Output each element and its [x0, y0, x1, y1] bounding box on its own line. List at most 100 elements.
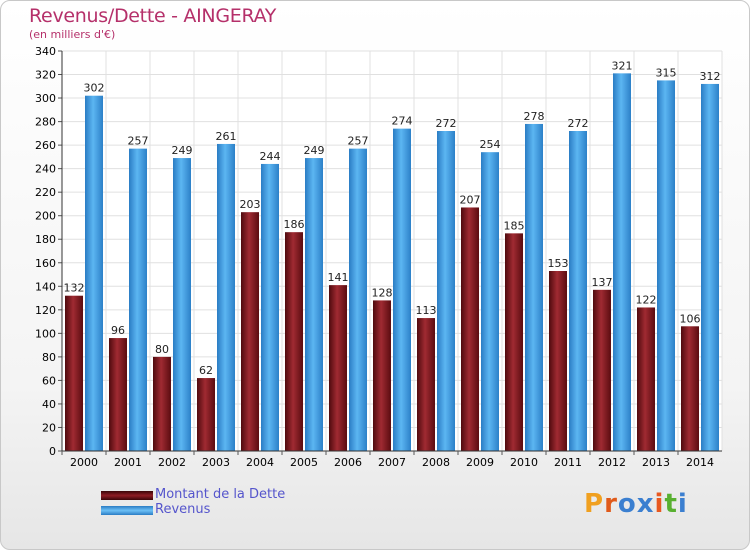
chart-subtitle: (en milliers d'€) [29, 28, 116, 41]
plot-area [62, 51, 722, 451]
data-label-revenus-2010: 278 [524, 110, 545, 123]
logo-letter: o [617, 489, 637, 519]
data-label-revenus-2001: 257 [128, 135, 149, 148]
data-label-revenus-2002: 249 [172, 144, 193, 157]
y-tick-label: 160 [35, 257, 56, 270]
legend-label-revenus: Revenus [155, 502, 211, 517]
bar-revenus-2009 [481, 152, 499, 452]
x-tick-label-2004: 2004 [246, 456, 274, 469]
data-label-dette-2010: 185 [504, 219, 525, 232]
x-tick-label-2009: 2009 [466, 456, 494, 469]
data-label-dette-2005: 186 [284, 218, 305, 231]
y-tick-label: 60 [42, 374, 56, 387]
bar-revenus-2004 [261, 163, 279, 452]
legend-swatch-debt [101, 491, 153, 500]
bar-dette-2012 [593, 289, 611, 451]
chart-title: Revenus/Dette - AINGERAY [29, 5, 277, 27]
data-label-revenus-2014: 312 [700, 70, 721, 83]
data-label-dette-2013: 122 [636, 293, 657, 306]
y-tick-label: 140 [35, 280, 56, 293]
y-tick-label: 300 [35, 92, 56, 105]
x-tick-label-2008: 2008 [422, 456, 450, 469]
bar-dette-2011 [549, 271, 567, 451]
y-tick-label: 220 [35, 186, 56, 199]
y-tick-label: 320 [35, 69, 56, 82]
logo-letter: P [584, 489, 605, 519]
bar-revenus-2014 [701, 83, 719, 452]
data-label-revenus-2011: 272 [568, 117, 589, 130]
bar-dette-2010 [505, 233, 523, 451]
bar-revenus-2006 [349, 148, 367, 451]
y-tick-label: 120 [35, 304, 56, 317]
proxiti-logo: Proxiti [584, 489, 688, 519]
data-label-revenus-2006: 257 [348, 135, 369, 148]
data-label-revenus-2008: 272 [436, 117, 457, 130]
x-tick-label-2002: 2002 [158, 456, 186, 469]
bar-dette-2004 [241, 212, 259, 451]
x-tick-label-2014: 2014 [686, 456, 714, 469]
data-label-revenus-2003: 261 [216, 130, 237, 143]
data-label-dette-2007: 128 [372, 286, 393, 299]
bar-revenus-2010 [525, 123, 543, 452]
data-label-dette-2003: 62 [199, 364, 213, 377]
bar-revenus-2001 [129, 148, 147, 451]
y-tick-label: 180 [35, 233, 56, 246]
data-label-dette-2009: 207 [460, 193, 481, 206]
bar-revenus-2005 [305, 158, 323, 451]
data-label-dette-2008: 113 [416, 304, 437, 317]
bar-revenus-2002 [173, 158, 191, 451]
data-label-revenus-2012: 321 [612, 59, 633, 72]
y-tick-label: 340 [35, 45, 56, 58]
data-label-dette-2002: 80 [155, 343, 169, 356]
data-label-revenus-2005: 249 [304, 144, 325, 157]
bar-revenus-2000 [85, 95, 103, 452]
logo-letter: i [677, 489, 688, 519]
y-tick-label: 240 [35, 163, 56, 176]
logo-letter: x [636, 489, 655, 519]
bar-dette-2006 [329, 285, 347, 451]
bar-dette-2001 [109, 338, 127, 451]
y-tick-label: 40 [42, 398, 56, 411]
bar-dette-2014 [681, 326, 699, 451]
x-tick-label-2010: 2010 [510, 456, 538, 469]
data-label-dette-2011: 153 [548, 257, 569, 270]
y-tick-label: 100 [35, 327, 56, 340]
logo-letter: t [664, 489, 678, 519]
bar-dette-2000 [65, 295, 83, 451]
bar-dette-2008 [417, 318, 435, 451]
y-tick-label: 0 [49, 445, 56, 458]
bar-revenus-2003 [217, 143, 235, 452]
bar-dette-2005 [285, 232, 303, 451]
data-label-dette-2004: 203 [240, 198, 261, 211]
bar-revenus-2008 [437, 131, 455, 451]
logo-letter: r [604, 489, 618, 519]
x-tick-label-2013: 2013 [642, 456, 670, 469]
bar-revenus-2013 [657, 80, 675, 451]
x-tick-label-2011: 2011 [554, 456, 582, 469]
y-tick-label: 260 [35, 139, 56, 152]
x-tick-label-2001: 2001 [114, 456, 142, 469]
bar-revenus-2007 [393, 128, 411, 451]
x-tick-label-2003: 2003 [202, 456, 230, 469]
data-label-dette-2006: 141 [328, 271, 349, 284]
bar-dette-2013 [637, 307, 655, 451]
x-tick-label-2006: 2006 [334, 456, 362, 469]
x-tick-label-2005: 2005 [290, 456, 318, 469]
data-label-revenus-2013: 315 [656, 66, 677, 79]
y-tick-label: 80 [42, 351, 56, 364]
x-tick-label-2007: 2007 [378, 456, 406, 469]
logo-letter: i [654, 489, 665, 519]
data-label-revenus-2004: 244 [260, 150, 281, 163]
legend-label-debt: Montant de la Dette [155, 487, 286, 502]
data-label-revenus-2007: 274 [392, 115, 413, 128]
axes: 0 20 40 60 80 100 120 140 160 180 200 220 240 260 280 3… [35, 45, 722, 469]
legend-swatch-revenus [101, 506, 153, 515]
data-label-dette-2014: 106 [680, 312, 701, 325]
data-label-revenus-2009: 254 [480, 138, 501, 151]
data-label-revenus-2000: 302 [84, 82, 105, 95]
bar-revenus-2012 [613, 73, 631, 452]
x-tick-label-2012: 2012 [598, 456, 626, 469]
y-tick-label: 200 [35, 210, 56, 223]
y-tick-label: 280 [35, 116, 56, 129]
